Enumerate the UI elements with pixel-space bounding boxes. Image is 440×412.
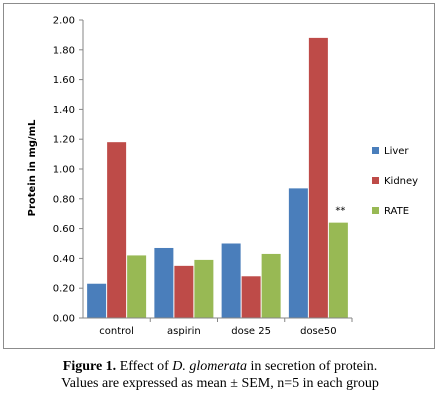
- caption-line-2: Values are expressed as mean ± SEM, n=5 …: [61, 376, 379, 391]
- figure-frame: [3, 3, 435, 349]
- y-tick-label: 0.40: [53, 254, 75, 265]
- y-tick-label: 1.00: [53, 165, 75, 176]
- bar-rate-2: [261, 253, 281, 318]
- y-tick-label: 1.80: [53, 45, 75, 56]
- legend-swatch-liver: [372, 147, 379, 154]
- bar-liver-1: [154, 247, 174, 318]
- x-tick-label: aspirin: [167, 326, 201, 337]
- bar-liver-3: [288, 188, 308, 318]
- bar-kidney-1: [174, 265, 194, 318]
- legend-swatch-rate: [372, 207, 379, 214]
- legend-label-kidney: Kidney: [384, 176, 418, 187]
- caption-species: D. glomerata: [172, 359, 247, 374]
- x-axis-labels: control aspirin dose 25 dose50: [99, 318, 353, 337]
- y-tick-label: 2.00: [53, 16, 75, 27]
- bar-kidney-2: [241, 276, 261, 318]
- bar-rate-1: [194, 259, 214, 318]
- x-tick-label: dose 25: [231, 326, 271, 337]
- bar-kidney-3: [308, 37, 328, 318]
- bar-liver-0: [87, 283, 107, 318]
- caption-text-after: in secretion of protein.: [246, 359, 378, 374]
- bar-chart: 0.00 0.20 0.40 0.60 0.80 1.00 1.20 1.40 1.60 1.80…: [27, 16, 418, 338]
- bars: [87, 37, 348, 318]
- figure-caption: Figure 1. Effect of D. glomerata in secr…: [0, 358, 440, 392]
- significance-marker: **: [335, 206, 345, 217]
- caption-label: Figure 1.: [62, 359, 117, 374]
- y-tick-label: 0.00: [53, 314, 75, 325]
- legend: Liver Kidney RATE: [372, 146, 418, 217]
- bar-rate-0: [127, 255, 147, 318]
- legend-label-rate: RATE: [384, 206, 409, 217]
- bar-liver-2: [221, 243, 241, 318]
- y-tick-label: 1.60: [53, 75, 75, 86]
- y-tick-label: 1.20: [53, 135, 75, 146]
- caption-line-1: Figure 1. Effect of D. glomerata in secr…: [0, 358, 440, 375]
- y-tick-label: 0.80: [53, 194, 75, 205]
- bar-kidney-0: [107, 142, 127, 318]
- x-tick-label: control: [99, 326, 134, 337]
- y-tick-label: 0.20: [53, 284, 75, 295]
- legend-swatch-kidney: [372, 177, 379, 184]
- bar-rate-3: [328, 222, 348, 318]
- annotations: **: [335, 206, 345, 217]
- y-axis-title: Protein in mg/mL: [27, 119, 38, 216]
- legend-label-liver: Liver: [384, 146, 409, 157]
- y-tick-label: 1.40: [53, 105, 75, 116]
- y-axis-ticks: 0.00 0.20 0.40 0.60 0.80 1.00 1.20 1.40 1.60 1.80…: [53, 16, 83, 325]
- caption-text-before: Effect of: [116, 359, 173, 374]
- x-tick-label: dose50: [300, 326, 337, 337]
- y-tick-label: 0.60: [53, 224, 75, 235]
